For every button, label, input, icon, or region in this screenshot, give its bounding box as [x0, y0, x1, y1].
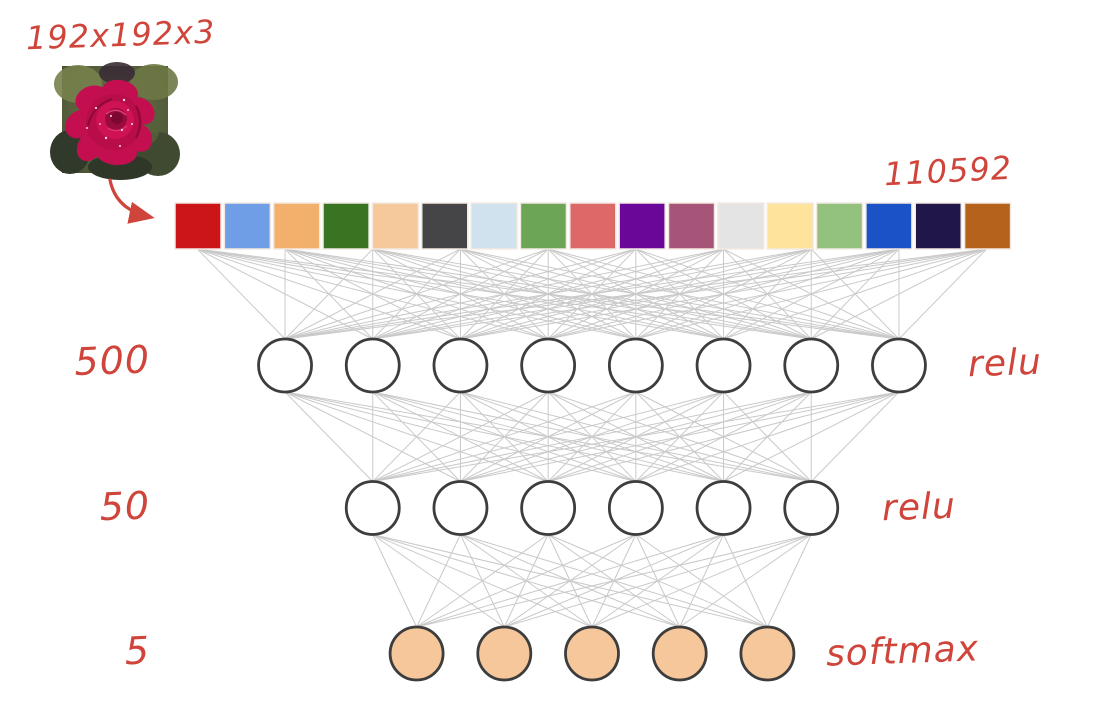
- neuron-circle: [607, 337, 664, 394]
- neuron-circle: [388, 625, 445, 682]
- pixel-square: [618, 202, 666, 250]
- layer1-activation-label: relu: [967, 341, 1043, 386]
- pixel-square: [519, 202, 568, 250]
- layer3-size-label: 5: [123, 628, 151, 674]
- neuron-circle: [344, 337, 401, 394]
- neuron-circle: [257, 337, 313, 394]
- pixel-square: [815, 202, 864, 250]
- layer2-activation-label: relu: [881, 485, 957, 530]
- pixel-row: [174, 202, 1012, 250]
- pixel-square: [174, 202, 222, 250]
- layer-3-neurons: [388, 625, 796, 682]
- layer2-size-label: 50: [98, 483, 151, 530]
- pixel-square: [963, 202, 1012, 250]
- neuron-circle: [476, 625, 533, 682]
- layer1-size-label: 500: [73, 337, 151, 384]
- layer3-activation-label: softmax: [825, 628, 980, 675]
- pixel-square: [470, 202, 518, 250]
- neuron-circle: [520, 337, 577, 394]
- neuron-circle: [607, 480, 664, 536]
- neuron-circle: [695, 480, 752, 536]
- pixel-square: [371, 202, 420, 250]
- layer-2-neurons: [344, 480, 840, 536]
- neuron-circle: [432, 337, 489, 394]
- neuron-circle: [520, 480, 577, 536]
- pixel-square: [421, 202, 469, 250]
- neuron-circle: [783, 337, 840, 394]
- input-image-rose: [50, 62, 180, 180]
- neuron-circle: [739, 625, 796, 682]
- pixel-square: [272, 202, 321, 250]
- flattened-count-label: 110592: [883, 148, 1014, 194]
- pixel-square: [667, 202, 716, 250]
- connection-lines: [196, 248, 988, 628]
- pixel-square: [865, 202, 913, 250]
- neuron-circle: [871, 337, 927, 394]
- pixel-square: [569, 202, 617, 250]
- neuron-circle: [564, 625, 620, 682]
- neuron-circle: [695, 337, 752, 394]
- neuron-circle: [344, 480, 401, 536]
- pixel-square: [717, 202, 765, 250]
- neuron-circle: [651, 625, 708, 682]
- arrow-rose-to-pixels: [108, 178, 155, 224]
- pixel-square: [766, 202, 814, 250]
- layer-1-neurons: [257, 337, 927, 394]
- rose-droplets: [86, 98, 133, 147]
- neuron-circle: [432, 480, 489, 536]
- pixel-square: [322, 202, 370, 250]
- neuron-circle: [783, 480, 840, 536]
- pixel-square: [914, 202, 962, 250]
- pixel-square: [223, 202, 272, 250]
- input-dims-label: 192x192x3: [25, 12, 216, 58]
